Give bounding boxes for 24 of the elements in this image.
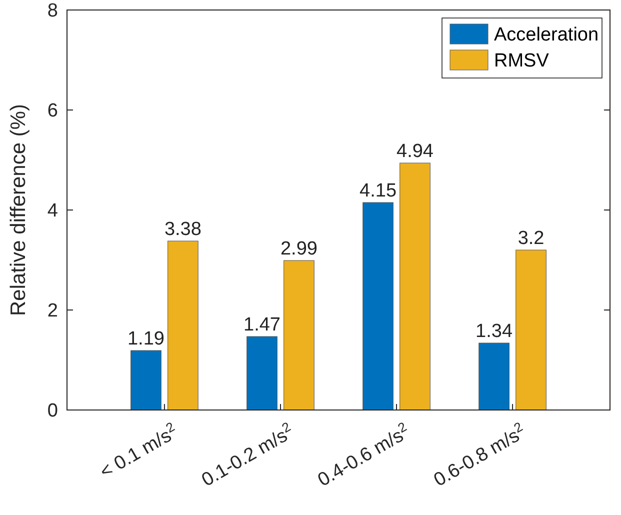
y-axis-title: Relative difference (%) [7, 104, 30, 316]
y-tick-label: 2 [47, 300, 58, 322]
bar [284, 260, 314, 410]
bar [516, 250, 546, 410]
y-tick-label: 8 [47, 0, 58, 22]
data-label: 4.15 [360, 180, 397, 202]
bar [400, 162, 430, 410]
data-label: 1.34 [476, 321, 513, 342]
data-label: 2.99 [280, 238, 318, 260]
bar [246, 336, 278, 410]
data-label: 3.38 [164, 219, 202, 240]
data-label: 1.19 [127, 328, 164, 350]
bar [362, 202, 394, 410]
bar [478, 342, 510, 410]
data-label: 4.94 [396, 141, 434, 162]
legend-label: RMSV [494, 50, 550, 72]
bar [168, 240, 198, 410]
y-tick-label: 4 [47, 200, 58, 222]
data-label: 1.47 [244, 314, 280, 336]
y-tick-label: 6 [47, 100, 58, 122]
data-label: 3.2 [518, 228, 544, 249]
y-tick-label: 0 [47, 400, 58, 422]
bar [130, 350, 162, 410]
legend-label: Acceleration [494, 24, 599, 46]
